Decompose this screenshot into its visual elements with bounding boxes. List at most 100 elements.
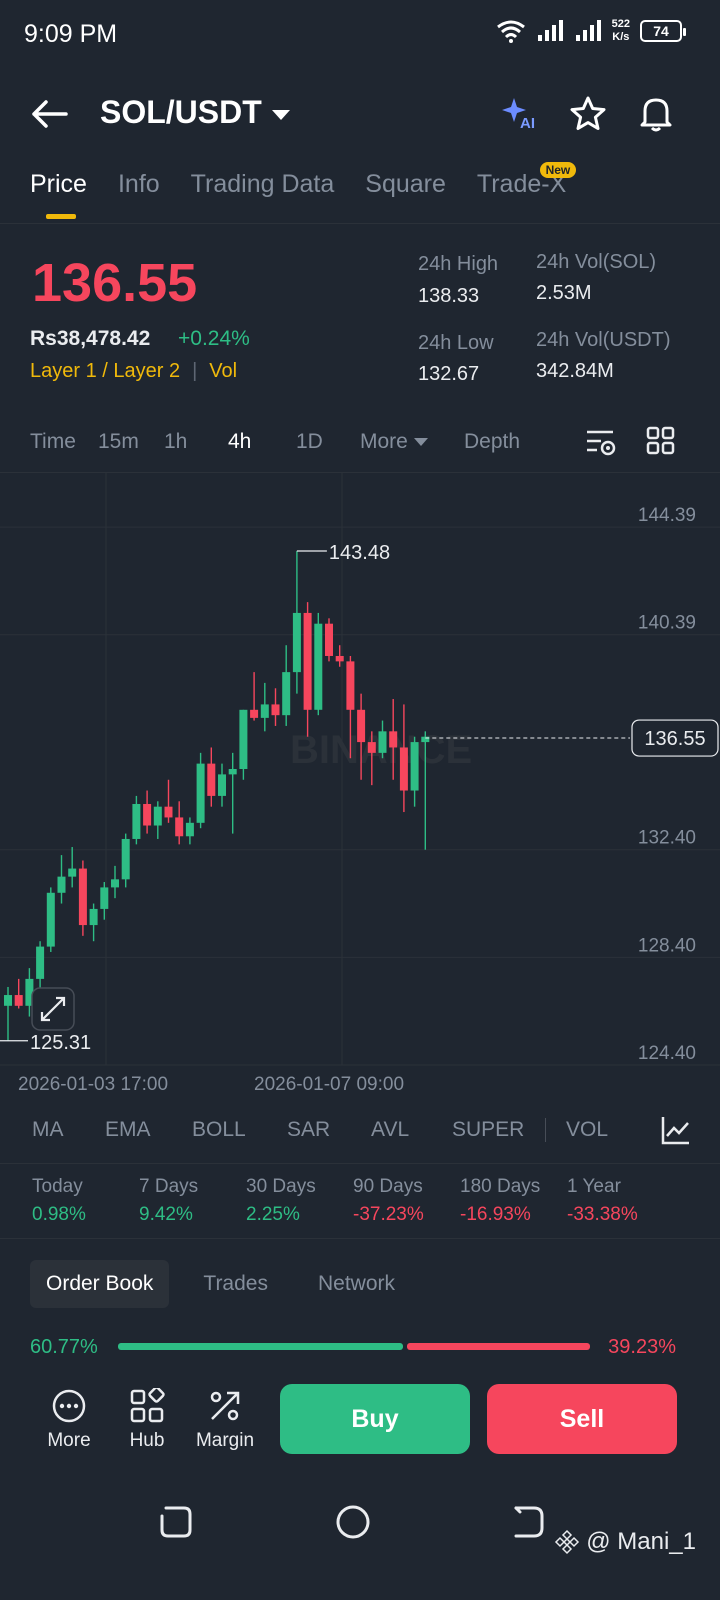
y-tick-label: 140.39	[638, 613, 696, 634]
grid-layout-icon[interactable]	[646, 426, 676, 456]
candle-body	[207, 763, 216, 796]
candle-body	[57, 876, 66, 893]
candle-body	[250, 709, 259, 718]
more-label: More	[47, 1430, 91, 1451]
indicator-avl[interactable]: AVL	[371, 1118, 410, 1141]
candle-body	[14, 995, 23, 1006]
home-icon[interactable]	[331, 1500, 375, 1544]
candle-body	[367, 742, 376, 753]
interval-time[interactable]: Time	[30, 430, 76, 453]
interval-depth[interactable]: Depth	[464, 430, 521, 453]
perf-90d: 90 Days -37.23%	[353, 1176, 460, 1226]
divider	[0, 1238, 720, 1239]
bell-icon[interactable]	[636, 94, 676, 134]
indicator-vol[interactable]: VOL	[566, 1118, 609, 1141]
y-tick-label: 132.40	[638, 828, 696, 849]
candle-body	[303, 612, 312, 710]
buy-button[interactable]: Buy	[280, 1384, 470, 1454]
signal-icon-1	[537, 20, 563, 41]
back-nav-icon[interactable]	[506, 1500, 550, 1544]
perf-value: -16.93%	[460, 1204, 531, 1225]
perf-30d: 30 Days 2.25%	[246, 1176, 353, 1226]
interval-1d[interactable]: 1D	[296, 430, 323, 453]
candle-body	[228, 769, 237, 775]
candle-body	[410, 742, 419, 791]
tab-network[interactable]: Network	[317, 1272, 396, 1295]
chevron-down-icon	[413, 438, 428, 447]
perf-value: 9.42%	[139, 1204, 193, 1225]
candlestick-chart[interactable]: BINANCE 144.39140.39132.40128.40124.4020…	[0, 473, 720, 1098]
perf-7d: 7 Days 9.42%	[139, 1176, 246, 1226]
tab-square[interactable]: Square	[365, 170, 446, 198]
signal-icon-2	[575, 20, 601, 41]
tag-separator: |	[192, 360, 198, 382]
bid-ratio: 60.77%	[30, 1336, 98, 1358]
star-icon[interactable]	[568, 94, 608, 134]
candle-body	[36, 946, 45, 979]
tab-trades[interactable]: Trades	[203, 1272, 268, 1295]
y-tick-label: 128.40	[638, 935, 696, 956]
candle-body	[121, 838, 130, 880]
candle-body	[271, 704, 280, 716]
candle-body	[132, 803, 141, 839]
low-value: 132.67	[418, 363, 480, 385]
candle-body	[100, 887, 109, 909]
interval-4h[interactable]: 4h	[228, 430, 252, 453]
recents-icon[interactable]	[154, 1500, 198, 1544]
perf-label: 7 Days	[139, 1176, 199, 1197]
margin-label: Margin	[195, 1430, 255, 1451]
pair-selector[interactable]: SOL/USDT	[100, 94, 290, 131]
hub-icon	[130, 1388, 165, 1423]
candle-body	[260, 704, 269, 718]
tab-trade-x[interactable]: Trade-X New	[477, 162, 577, 199]
candle-body	[164, 806, 173, 818]
candle-body	[357, 709, 366, 743]
binance-logo-icon	[555, 1529, 580, 1555]
indicator-ema[interactable]: EMA	[105, 1118, 151, 1141]
more-button[interactable]: More	[34, 1388, 104, 1452]
candle-body	[218, 774, 226, 796]
candle-body	[25, 978, 34, 1006]
ask-ratio-bar	[407, 1343, 590, 1350]
indicator-ma[interactable]: MA	[32, 1118, 64, 1141]
sell-button[interactable]: Sell	[487, 1384, 677, 1454]
low-marker-label: 125.31	[30, 1032, 91, 1054]
pair-title: SOL/USDT	[100, 94, 262, 130]
high-label: 24h High	[418, 253, 499, 275]
current-price-label: 136.55	[644, 728, 705, 750]
interval-more[interactable]: More	[360, 430, 464, 454]
ai-sparkle-icon[interactable]: AI	[500, 94, 540, 134]
candle-body	[111, 879, 119, 888]
candle-body	[314, 623, 323, 710]
net-speed: 522 K/s	[611, 18, 630, 43]
tab-order-book[interactable]: Order Book	[30, 1260, 170, 1308]
status-time: 9:09 PM	[24, 20, 118, 48]
divider	[0, 472, 720, 473]
axis-labels: 144.39 140.39 132.40 128.40 124.40 2026-01-03…	[0, 505, 719, 1095]
indicator-super[interactable]: SUPER	[452, 1118, 546, 1142]
expand-chart-button[interactable]	[31, 987, 75, 1031]
interval-15m[interactable]: 15m	[98, 430, 139, 453]
hub-button[interactable]: Hub	[112, 1388, 182, 1452]
x-tick-label: 2026-01-03 17:00	[18, 1074, 168, 1095]
candle-body	[196, 763, 205, 823]
chart-settings-icon[interactable]	[585, 428, 617, 458]
tab-trading-data[interactable]: Trading Data	[190, 170, 335, 198]
indicator-chart-icon[interactable]	[660, 1114, 692, 1146]
tab-info[interactable]: Info	[117, 170, 160, 198]
tab-price[interactable]: Price	[30, 170, 87, 219]
margin-button[interactable]: Margin	[190, 1388, 260, 1452]
perf-value: 0.98%	[32, 1204, 86, 1225]
tag-vol[interactable]: Vol	[209, 360, 238, 382]
indicator-boll[interactable]: BOLL	[192, 1118, 246, 1141]
candle-body	[292, 612, 301, 673]
interval-1h[interactable]: 1h	[164, 430, 188, 453]
indicator-sar[interactable]: SAR	[287, 1118, 331, 1141]
candle-body	[143, 803, 152, 826]
last-price: 136.55	[32, 253, 198, 313]
candle-body	[4, 995, 12, 1006]
tag-layer[interactable]: Layer 1 / Layer 2	[30, 360, 181, 382]
tags: Layer 1 / Layer 2 | Vol	[30, 360, 237, 383]
candle-body	[335, 655, 344, 662]
back-arrow-icon[interactable]	[30, 96, 70, 132]
